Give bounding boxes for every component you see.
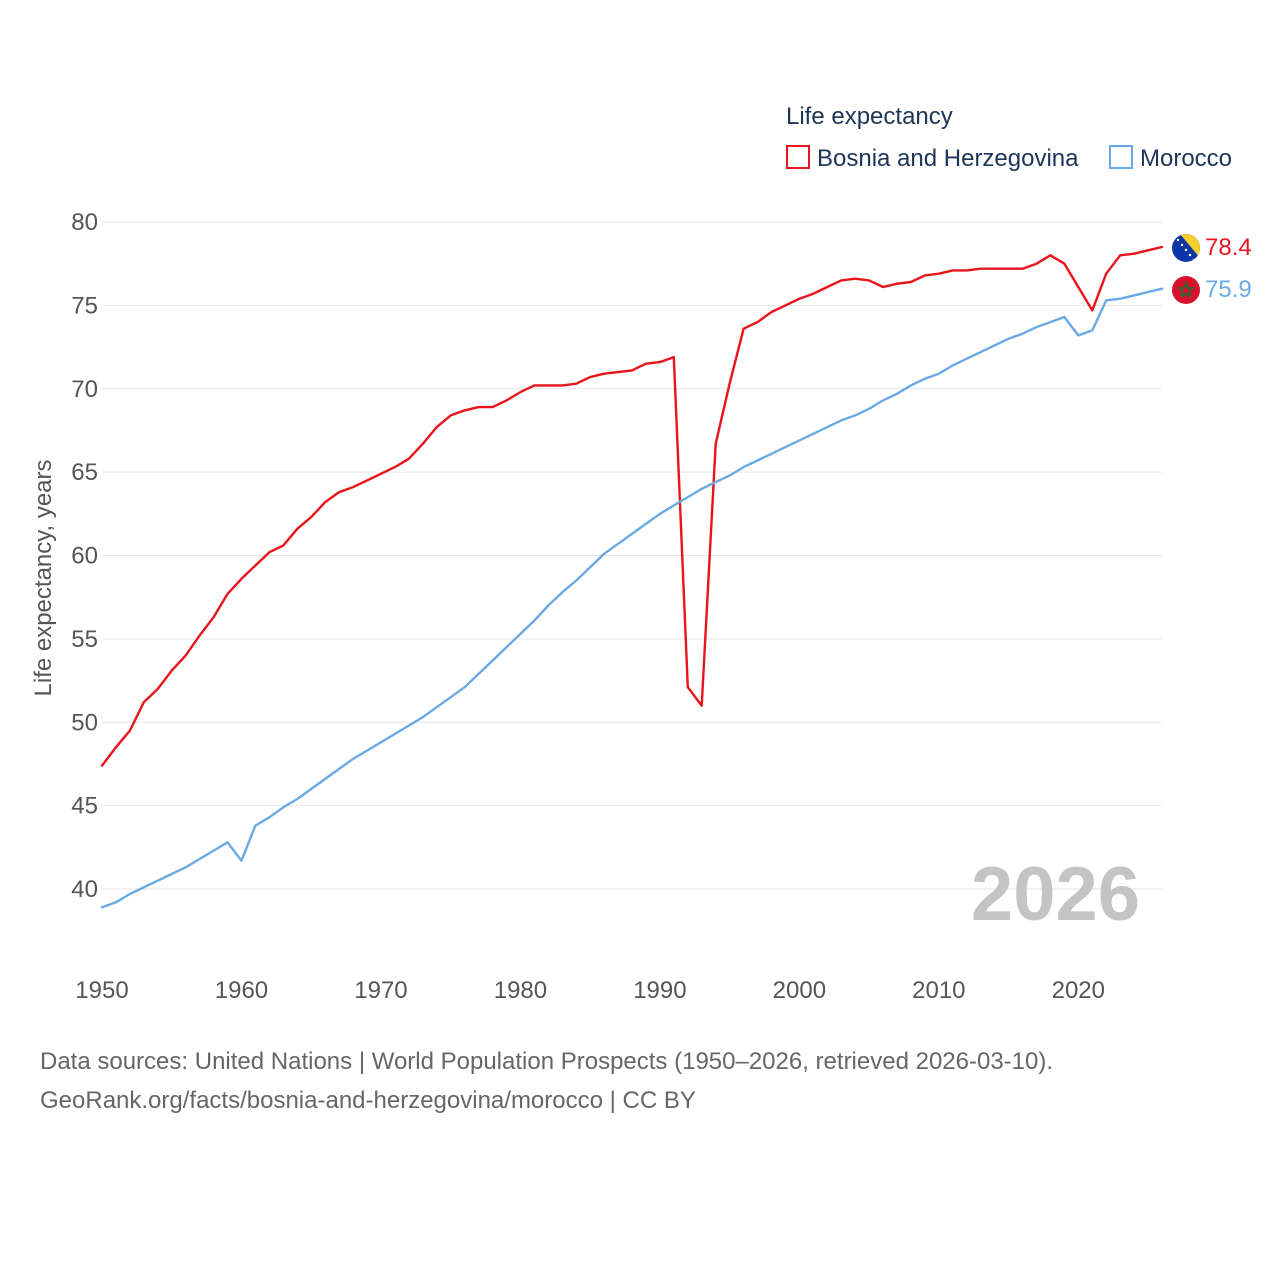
y-tick-label-55: 55 bbox=[71, 626, 98, 653]
bosnia-flag-icon bbox=[1172, 234, 1200, 262]
y-tick-label-60: 60 bbox=[71, 543, 98, 570]
x-axis-ticks: 1950 1960 1970 1980 1990 2000 2010 2020 bbox=[75, 977, 1105, 1004]
legend-swatch-morocco bbox=[1109, 145, 1133, 169]
legend-title: Life expectancy bbox=[786, 103, 953, 130]
series-lines bbox=[100, 245, 1164, 909]
y-tick-label-75: 75 bbox=[71, 292, 98, 319]
y-axis-title: Life expectancy, years bbox=[30, 459, 57, 696]
x-tick-label-1950: 1950 bbox=[75, 977, 128, 1004]
legend-item-morocco[interactable]: Morocco bbox=[1109, 145, 1232, 172]
y-tick-label-80: 80 bbox=[71, 209, 98, 236]
y-tick-label-70: 70 bbox=[71, 376, 98, 403]
morocco-flag-icon bbox=[1172, 276, 1200, 304]
x-tick-label-1960: 1960 bbox=[215, 977, 268, 1004]
legend-label-morocco: Morocco bbox=[1140, 145, 1232, 172]
footer-sources: Data sources: United Nations | World Pop… bbox=[40, 1048, 1053, 1075]
y-tick-label-40: 40 bbox=[71, 876, 98, 903]
y-tick-label-65: 65 bbox=[71, 459, 98, 486]
year-watermark: 2026 bbox=[971, 852, 1140, 937]
y-axis-ticks: 40 45 50 55 60 65 70 75 80 bbox=[71, 209, 98, 903]
grid-lines bbox=[102, 221, 1162, 890]
footer-credit[interactable]: GeoRank.org/facts/bosnia-and-herzegovina… bbox=[40, 1087, 696, 1114]
y-tick-label-45: 45 bbox=[71, 793, 98, 820]
x-tick-label-1990: 1990 bbox=[633, 977, 686, 1004]
series-line-bosnia-and-herzegovina bbox=[100, 245, 1164, 767]
legend-label-bosnia: Bosnia and Herzegovina bbox=[817, 145, 1079, 172]
legend-item-bosnia[interactable]: Bosnia and Herzegovina bbox=[786, 145, 1079, 172]
end-label-morocco: 75.9 bbox=[1205, 276, 1252, 303]
legend: Life expectancy Bosnia and Herzegovina M… bbox=[786, 103, 1232, 172]
end-label-morocco-group: 75.9 bbox=[1172, 276, 1252, 304]
x-tick-label-2000: 2000 bbox=[773, 977, 826, 1004]
x-tick-label-1970: 1970 bbox=[354, 977, 407, 1004]
x-tick-label-2020: 2020 bbox=[1052, 977, 1105, 1004]
end-label-bosnia-group: 78.4 bbox=[1172, 234, 1252, 262]
end-label-bosnia: 78.4 bbox=[1205, 234, 1252, 261]
x-tick-label-2010: 2010 bbox=[912, 977, 965, 1004]
legend-swatch-bosnia bbox=[786, 145, 810, 169]
x-tick-label-1980: 1980 bbox=[494, 977, 547, 1004]
series-line-morocco bbox=[100, 287, 1164, 909]
y-tick-label-50: 50 bbox=[71, 709, 98, 736]
